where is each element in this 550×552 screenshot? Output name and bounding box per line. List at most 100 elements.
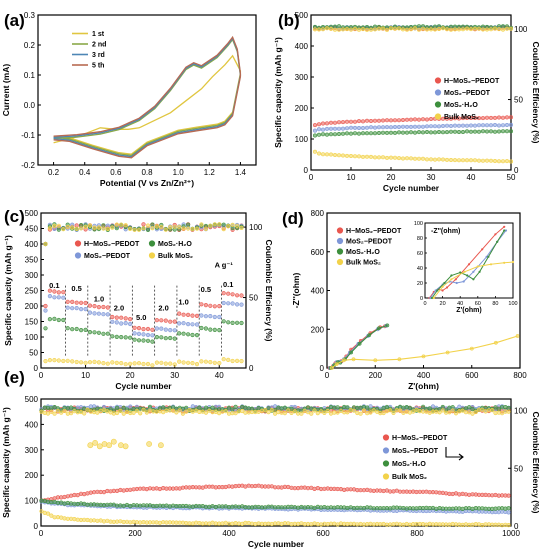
efficiency-point xyxy=(365,405,370,410)
capacity-point xyxy=(123,316,128,321)
efficiency-point xyxy=(221,227,226,232)
capacity-point xyxy=(452,158,457,163)
inset-point xyxy=(459,271,462,274)
capacity-point xyxy=(332,126,337,131)
rate-label: 0.1 xyxy=(223,280,233,289)
capacity-point xyxy=(65,326,70,331)
efficiency-point xyxy=(420,26,425,31)
capacity-point xyxy=(128,317,133,322)
legend-label: 2 nd xyxy=(92,42,106,49)
efficiency-point xyxy=(263,408,268,413)
capacity-point xyxy=(47,294,53,299)
y-tick-label: 300 xyxy=(295,73,309,82)
capacity-point xyxy=(123,335,128,340)
efficiency-point xyxy=(500,24,505,29)
efficiency-point xyxy=(480,27,485,32)
capacity-point xyxy=(119,335,124,340)
rate-unit-label: A g⁻¹ xyxy=(215,260,234,269)
capacity-point xyxy=(396,156,401,161)
capacity-point xyxy=(249,505,255,510)
efficiency-point xyxy=(226,224,231,229)
capacity-point xyxy=(213,504,218,510)
capacity-point xyxy=(480,116,485,121)
capacity-point xyxy=(400,118,405,123)
capacity-point xyxy=(154,520,159,525)
capacity-point xyxy=(468,158,473,163)
efficiency-point xyxy=(91,410,97,415)
panel-c: 0 10 20 30 40050100150200250300350400450500C… xyxy=(3,207,274,391)
efficiency-point xyxy=(388,408,393,413)
capacity-point xyxy=(380,125,385,130)
capacity-point xyxy=(424,489,429,494)
capacity-point xyxy=(235,320,240,325)
efficiency-point xyxy=(59,410,64,415)
efficiency-point xyxy=(322,410,327,416)
legend-marker xyxy=(148,240,156,247)
efficiency-point xyxy=(421,404,426,409)
efficiency-point xyxy=(145,227,151,232)
capacity-point xyxy=(197,520,202,526)
capacity-point xyxy=(420,130,425,135)
capacity-point xyxy=(315,504,320,510)
capacity-point xyxy=(190,361,195,366)
rate-label: 0.5 xyxy=(201,285,211,294)
y-tick-label: 400 xyxy=(295,42,309,51)
capacity-point xyxy=(480,123,485,128)
capacity-point xyxy=(85,517,90,523)
x-tick-label: 20 xyxy=(126,371,135,380)
capacity-point xyxy=(394,521,399,526)
capacity-point xyxy=(340,126,345,131)
legend-label: H−MoS₂−PEDOT xyxy=(84,241,140,248)
capacity-point xyxy=(396,118,401,123)
y2-axis-label: Coulombic Efficiency (%) xyxy=(531,411,541,513)
efficiency-point xyxy=(74,226,79,231)
efficiency-outlier xyxy=(96,443,103,450)
capacity-point xyxy=(56,295,61,300)
capacity-point xyxy=(324,121,329,126)
capacity-point xyxy=(78,307,84,312)
y-tick-label: 400 xyxy=(25,240,39,249)
capacity-point xyxy=(92,330,97,335)
efficiency-point xyxy=(396,26,401,31)
capacity-point xyxy=(444,157,449,162)
efficiency-point xyxy=(392,26,397,31)
capacity-point xyxy=(484,129,489,134)
y-tick-label: 450 xyxy=(25,225,39,234)
efficiency-point xyxy=(368,27,373,32)
capacity-point xyxy=(368,505,373,510)
capacity-point xyxy=(92,359,97,365)
capacity-point xyxy=(190,322,195,327)
capacity-point xyxy=(440,116,445,121)
capacity-point xyxy=(159,326,164,331)
y2-tick-label: 50 xyxy=(249,294,258,303)
rate-label: 0.5 xyxy=(71,284,81,293)
capacity-point xyxy=(400,124,405,129)
legend-label: MoS₂·H₂O xyxy=(392,461,426,468)
capacity-point xyxy=(434,506,439,511)
efficiency-point xyxy=(447,405,452,410)
efficiency-point xyxy=(217,222,222,227)
capacity-point xyxy=(328,120,333,125)
legend-label: MoS₂·H₂O xyxy=(158,241,192,248)
capacity-point xyxy=(312,123,317,128)
capacity-point xyxy=(404,156,409,161)
efficiency-point xyxy=(45,411,51,416)
capacity-point xyxy=(432,130,437,135)
cv-curve-3 xyxy=(53,37,242,158)
capacity-point xyxy=(476,116,481,121)
legend-marker xyxy=(74,252,82,259)
capacity-point xyxy=(141,486,146,491)
capacity-point xyxy=(384,125,389,130)
capacity-point xyxy=(145,338,151,343)
legend-label: MoS₂−PEDOT xyxy=(392,448,439,455)
x-tick-label: 0.2 xyxy=(48,168,60,177)
efficiency-outlier xyxy=(118,442,124,449)
capacity-point xyxy=(348,125,353,130)
capacity-point xyxy=(460,506,465,512)
capacity-point xyxy=(43,326,48,331)
inset-point xyxy=(487,255,490,258)
capacity-point xyxy=(74,306,79,311)
capacity-point xyxy=(114,320,119,325)
inset-point xyxy=(481,248,484,251)
